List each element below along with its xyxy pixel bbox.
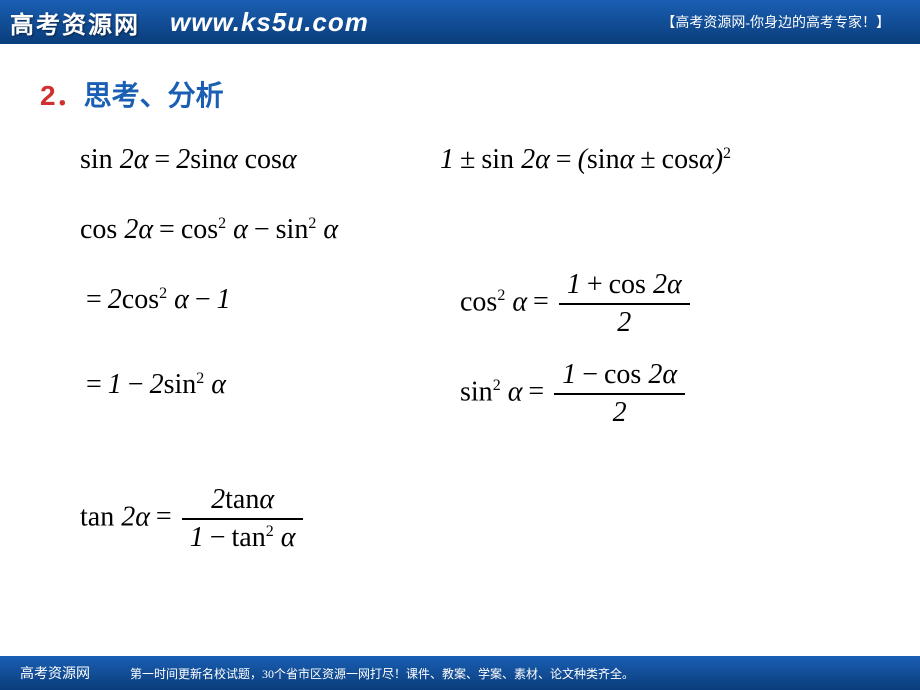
section-number: 2．	[40, 80, 84, 111]
formula-1pm-sin2a: 1±sin 2α=(sinα±cosα)2	[440, 144, 731, 176]
header-bar: 高考资源网 www.ks5u.com 【高考资源网-你身边的高考专家！】	[0, 0, 920, 44]
formula-sin2-half: sin2 α=1−cos 2α2	[460, 359, 689, 429]
formula-tan2a: tan 2α=2tanα1−tan2 α	[80, 484, 307, 554]
formulas-area: sin 2α=2sinα cosα 1±sin 2α=(sinα±cosα)2 …	[40, 144, 880, 664]
formula-cos2-half: cos2 α=1+cos 2α2	[460, 269, 694, 339]
slide-content: 2．思考、分析 sin 2α=2sinα cosα 1±sin 2α=(sinα…	[0, 44, 920, 664]
footer-logo: 高考资源网	[20, 663, 90, 683]
footer-bar: 高考资源网 第一时间更新名校试题，30个省市区资源一网打尽！课件、教案、学案、素…	[0, 656, 920, 690]
formula-cos2a-alt2: =1−2sin2 α	[80, 369, 226, 401]
section-title: 2．思考、分析	[40, 74, 880, 114]
header-tagline: 【高考资源网-你身边的高考专家！】	[661, 12, 890, 32]
formula-sin2a: sin 2α=2sinα cosα	[80, 144, 297, 176]
header-url: www.ks5u.com	[170, 7, 369, 38]
section-label: 思考、分析	[84, 80, 224, 111]
footer-text: 第一时间更新名校试题，30个省市区资源一网打尽！课件、教案、学案、素材、论文种类…	[130, 665, 634, 682]
header-logo: 高考资源网	[10, 5, 140, 40]
formula-cos2a-alt1: =2cos2 α−1	[80, 284, 231, 316]
formula-cos2a: cos 2α=cos2 α−sin2 α	[80, 214, 338, 246]
